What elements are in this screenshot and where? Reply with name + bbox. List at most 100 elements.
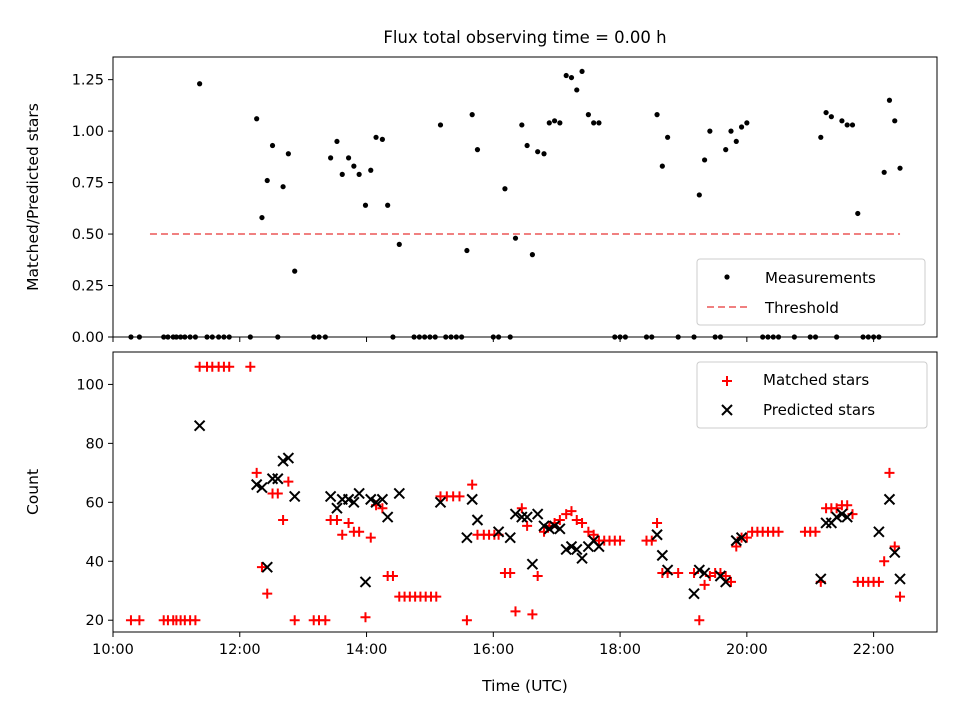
measurement-point <box>474 147 481 153</box>
legend-top-frame <box>696 258 926 326</box>
predicted-stars-point <box>277 455 289 467</box>
matched-stars-point <box>262 588 273 599</box>
legend-measurements-label: Measurements <box>765 269 876 287</box>
matched-stars-point <box>773 526 784 537</box>
legend-matched-label: Matched stars <box>763 371 869 389</box>
matched-stars-point <box>699 579 710 590</box>
axes-frame <box>112 351 938 633</box>
matched-stars-point <box>588 529 599 540</box>
measurement-point <box>839 118 845 124</box>
ytick-label: 1.00 <box>72 124 104 140</box>
measurement-point <box>551 118 558 124</box>
measurement-point <box>385 202 391 208</box>
measurement-point <box>264 177 270 184</box>
predicted-stars-point <box>836 508 848 520</box>
matched-stars-point <box>354 526 365 537</box>
predicted-stars-point <box>376 493 389 506</box>
y-axis-label: Count <box>24 469 42 515</box>
measurement-point <box>574 87 580 93</box>
legend-bottom-frame <box>696 361 928 429</box>
measurement-point <box>733 138 739 145</box>
measurement-point <box>535 149 541 155</box>
matched-stars-point <box>134 615 145 626</box>
matched-stars-point <box>652 517 663 528</box>
axes-frame <box>112 56 938 338</box>
measurement-point <box>568 74 575 81</box>
matched-stars-point <box>245 361 256 372</box>
measurement-point <box>339 171 345 177</box>
legend-threshold-label: Threshold <box>764 299 839 317</box>
measurement-point <box>886 97 893 103</box>
measurement-point <box>818 134 824 140</box>
matched-stars-point <box>873 576 884 587</box>
matched-stars-point <box>272 488 283 499</box>
measurement-point <box>579 68 585 75</box>
predicted-stars-point <box>815 573 827 585</box>
top-panel: 0.00 0.25 0.50 0.75 1.00 1.25 Matched/Predicte… <box>24 56 938 346</box>
matched-stars-point <box>467 479 478 490</box>
measurement-point <box>345 155 352 161</box>
bottom-panel: 20 40 60 80 100 10:00 12:00 14:00 16:00 18:00 20:0… <box>24 351 938 695</box>
matched-stars-point <box>251 467 262 478</box>
matched-stars-point <box>461 615 472 626</box>
matched-stars-point <box>190 615 201 626</box>
predicted-stars-point <box>509 508 522 520</box>
predicted-stars-point <box>543 523 556 535</box>
predicted-stars-point <box>560 543 572 556</box>
predicted-stars-point <box>693 564 706 576</box>
measurement-point <box>596 120 602 126</box>
matched-stars-point <box>365 532 376 543</box>
matched-stars-point <box>431 591 442 602</box>
measurement-point <box>541 151 547 157</box>
measurement-point <box>269 142 276 149</box>
ytick-label: 80 <box>86 436 104 452</box>
measurement-point <box>723 147 729 153</box>
measurement-point <box>738 124 745 130</box>
matched-stars-point <box>694 615 705 626</box>
predicted-stars-point <box>548 520 561 532</box>
predicted-stars-point <box>331 502 343 514</box>
xtick-label: 10:00 <box>92 642 134 658</box>
measurement-point <box>563 72 569 79</box>
measurement-point <box>368 167 374 173</box>
measurement-point <box>728 128 734 134</box>
measurement-point <box>502 186 508 192</box>
measurement-point <box>844 122 850 128</box>
measurement-point <box>280 184 286 190</box>
ytick-label: 40 <box>86 554 104 570</box>
predicted-stars-point <box>651 529 663 541</box>
predicted-stars-point <box>593 540 605 553</box>
matched-stars-point <box>510 606 521 617</box>
predicted-stars-point <box>730 534 742 547</box>
predicted-stars-point <box>565 540 578 553</box>
predicted-stars-point <box>381 511 394 523</box>
legend-matched-marker <box>722 376 732 386</box>
measurement-point <box>254 116 260 122</box>
matched-stars-point <box>895 591 906 602</box>
measurement-point <box>469 112 475 118</box>
xtick-label: 12:00 <box>219 642 261 658</box>
measurement-point <box>334 138 340 145</box>
measurement-point <box>373 134 379 140</box>
matched-stars-point <box>125 615 136 626</box>
figure-title: Flux total observing time = 0.00 h <box>383 28 666 47</box>
measurement-point <box>557 120 563 126</box>
legend-measurements-marker <box>724 274 730 280</box>
matched-stars-point <box>731 541 742 552</box>
matched-stars-point <box>532 571 543 581</box>
matched-stars-point <box>879 556 890 567</box>
matched-stars-point <box>842 500 853 511</box>
measurement-point <box>701 157 708 163</box>
measurement-point <box>828 114 834 120</box>
measurement-point <box>665 134 671 140</box>
legend-top: Measurements Threshold <box>696 258 926 326</box>
predicted-stars-point <box>193 419 206 432</box>
predicted-stars-point <box>538 520 550 532</box>
predicted-stars-point <box>504 531 516 544</box>
matched-stars-point <box>720 571 731 581</box>
matched-stars-point <box>516 503 527 514</box>
predicted-stars-point <box>324 490 337 503</box>
predicted-stars-point <box>661 564 674 576</box>
